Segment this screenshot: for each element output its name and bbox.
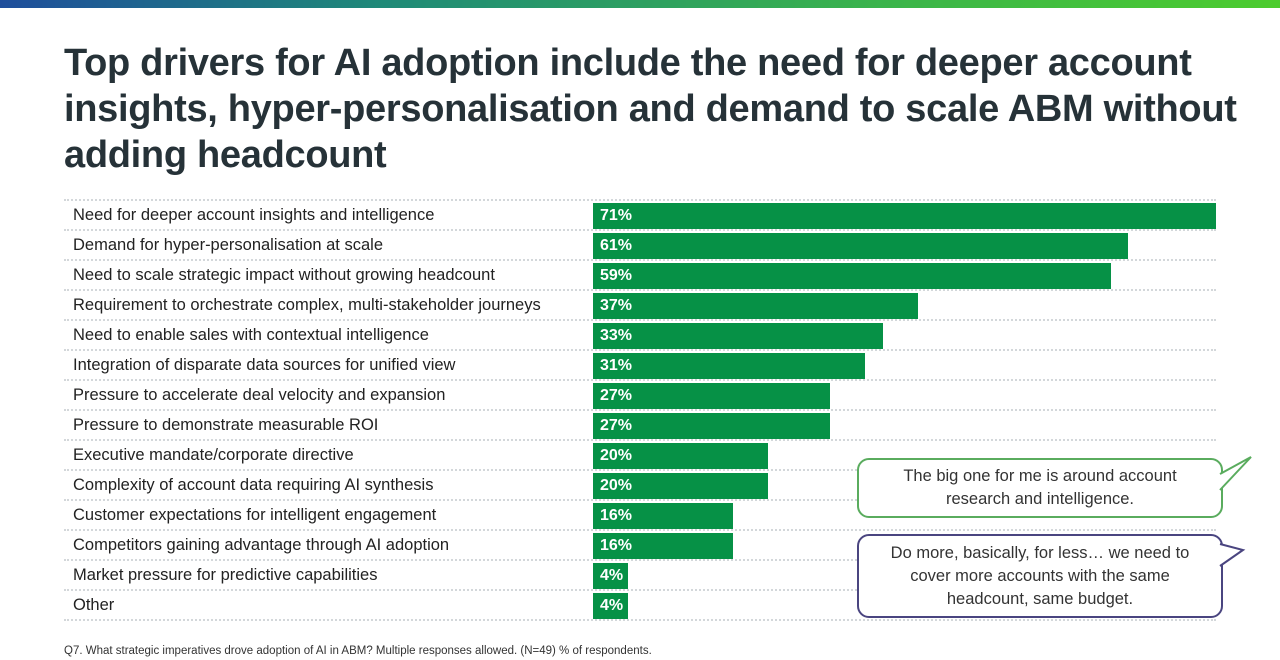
data-label: 31% bbox=[600, 357, 633, 374]
row-divider bbox=[64, 199, 1216, 201]
row-divider bbox=[64, 229, 1216, 231]
category-label: Complexity of account data requiring AI … bbox=[73, 476, 434, 494]
bar bbox=[593, 503, 734, 529]
data-label: 59% bbox=[600, 267, 633, 284]
data-label: 16% bbox=[600, 537, 633, 554]
data-label: 16% bbox=[600, 507, 633, 524]
category-label: Demand for hyper-personalisation at scal… bbox=[73, 236, 383, 254]
bar bbox=[593, 263, 1111, 289]
bar bbox=[593, 593, 629, 619]
row-divider bbox=[64, 529, 1216, 531]
row-divider bbox=[64, 349, 1216, 351]
bar bbox=[593, 353, 865, 379]
row-divider bbox=[64, 589, 1216, 591]
row-divider bbox=[64, 259, 1216, 261]
data-label: 27% bbox=[600, 387, 633, 404]
data-label: 20% bbox=[600, 447, 633, 464]
row-divider bbox=[64, 439, 1216, 441]
quote-bubble-1: The big one for me is around account res… bbox=[857, 458, 1223, 518]
category-label: Other bbox=[73, 596, 115, 614]
quote-text-1: The big one for me is around account res… bbox=[903, 467, 1177, 508]
data-label: 4% bbox=[600, 597, 624, 614]
bar bbox=[593, 563, 629, 589]
data-label: 37% bbox=[600, 297, 633, 314]
page-title: Top drivers for AI adoption include the … bbox=[64, 42, 1237, 176]
bar bbox=[593, 383, 830, 409]
row-divider bbox=[64, 289, 1216, 291]
bar bbox=[593, 233, 1129, 259]
row-divider bbox=[64, 469, 1216, 471]
data-label: 61% bbox=[600, 237, 633, 254]
category-label: Pressure to demonstrate measurable ROI bbox=[73, 416, 379, 434]
row-divider bbox=[64, 499, 1216, 501]
top-gradient-bar bbox=[0, 0, 1280, 8]
row-divider bbox=[64, 619, 1216, 621]
footnote: Q7. What strategic imperatives drove ado… bbox=[64, 645, 652, 657]
data-label: 27% bbox=[600, 417, 633, 434]
category-label: Competitors gaining advantage through AI… bbox=[73, 536, 450, 554]
quote-bubble-2: Do more, basically, for less… we need to… bbox=[857, 534, 1223, 618]
data-label: 20% bbox=[600, 477, 633, 494]
data-label: 33% bbox=[600, 327, 633, 344]
row-divider bbox=[64, 379, 1216, 381]
bar bbox=[593, 533, 734, 559]
category-label: Need to enable sales with contextual int… bbox=[73, 326, 429, 344]
bubble-tails bbox=[1219, 456, 1252, 567]
bar bbox=[593, 413, 830, 439]
category-label: Requirement to orchestrate complex, mult… bbox=[73, 296, 541, 314]
row-divider bbox=[64, 319, 1216, 321]
data-label: 4% bbox=[600, 567, 624, 584]
row-divider bbox=[64, 409, 1216, 411]
category-label: Executive mandate/corporate directive bbox=[73, 446, 354, 464]
category-label: Market pressure for predictive capabilit… bbox=[73, 566, 378, 584]
category-label: Need for deeper account insights and int… bbox=[73, 206, 435, 224]
bar bbox=[593, 323, 883, 349]
bar bbox=[593, 293, 918, 319]
quote-text-2: Do more, basically, for less… we need to… bbox=[890, 543, 1190, 608]
data-label: 71% bbox=[600, 207, 633, 224]
category-label: Integration of disparate data sources fo… bbox=[73, 356, 456, 374]
bar bbox=[593, 443, 769, 469]
row-divider bbox=[64, 559, 1216, 561]
bar bbox=[593, 473, 769, 499]
category-label: Pressure to accelerate deal velocity and… bbox=[73, 386, 446, 404]
bar bbox=[593, 203, 1216, 229]
category-label: Need to scale strategic impact without g… bbox=[73, 266, 495, 284]
category-label: Customer expectations for intelligent en… bbox=[73, 506, 437, 524]
